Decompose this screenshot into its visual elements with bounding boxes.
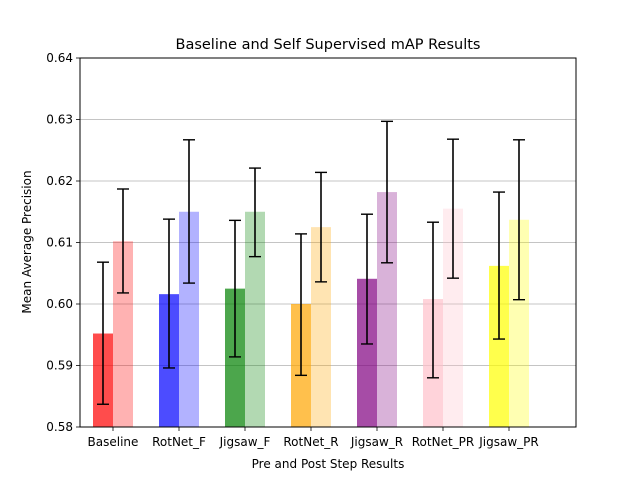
y-axis-label: Mean Average Precision (20, 170, 34, 313)
bar-Jigsaw_R-post (377, 192, 397, 427)
bar-RotNet_R-post (311, 227, 331, 427)
x-tick-label: RotNet_PR (412, 435, 474, 449)
chart-title: Baseline and Self Supervised mAP Results (176, 37, 481, 53)
x-axis-label: Pre and Post Step Results (252, 457, 405, 471)
x-axis-ticks: Baseline RotNet_F Jigsaw_F RotNet_R Jigsaw_R… (88, 427, 539, 449)
x-tick-label: Jigsaw_F (219, 435, 271, 449)
y-tick-label: 0.64 (46, 51, 73, 65)
bar-Jigsaw_F-pre (225, 288, 245, 427)
bar-Jigsaw_F-post (245, 211, 265, 427)
error-bars (97, 120, 525, 405)
x-tick-label: RotNet_F (152, 435, 206, 449)
y-tick-label: 0.59 (46, 359, 73, 373)
x-tick-label: RotNet_R (283, 435, 338, 449)
y-tick-label: 0.62 (46, 174, 73, 188)
bars (93, 192, 529, 427)
bar-Jigsaw_R-pre (357, 278, 377, 427)
x-tick-label: Jigsaw_PR (478, 435, 538, 449)
bar-RotNet_F-post (179, 211, 199, 427)
y-tick-label: 0.61 (46, 236, 73, 250)
y-tick-label: 0.58 (46, 420, 73, 434)
x-tick-label: Baseline (88, 435, 139, 449)
y-tick-label: 0.60 (46, 297, 73, 311)
bar-RotNet_PR-post (443, 208, 463, 427)
y-tick-label: 0.63 (46, 113, 73, 127)
bar-Jigsaw_PR-post (509, 219, 529, 427)
x-tick-label: Jigsaw_R (350, 435, 403, 449)
bar-Jigsaw_PR-pre (489, 265, 509, 427)
y-axis-ticks: 0.58 0.59 0.60 0.61 0.62 0.63 0.64 (46, 51, 80, 434)
bar-Baseline-post (113, 241, 133, 427)
